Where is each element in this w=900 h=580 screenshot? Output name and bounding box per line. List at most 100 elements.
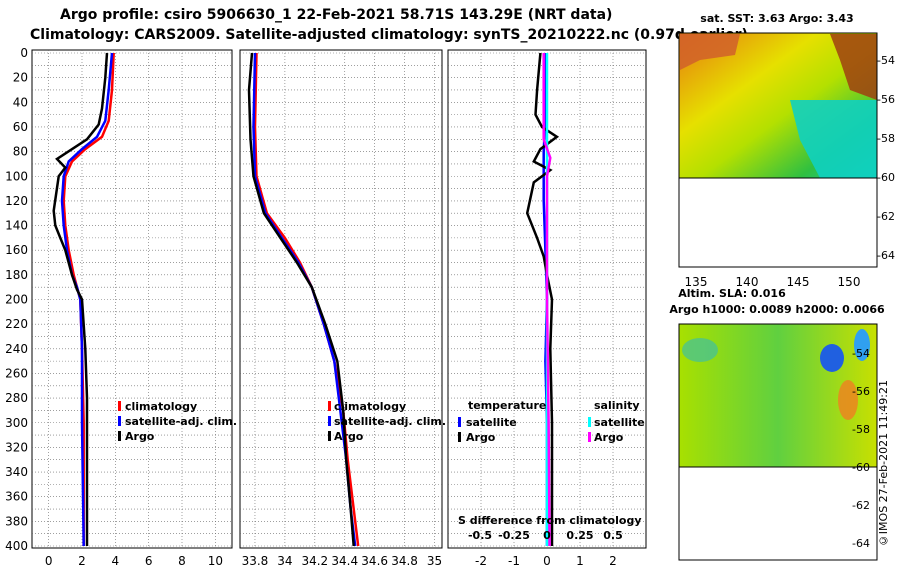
sla-map-frame (678, 323, 878, 561)
y-tick-label: 0 (20, 46, 28, 60)
panel-temperature-frame (31, 49, 233, 549)
legend3-sal-sat-label: satellite (594, 416, 645, 429)
y-tick-label: 400 (5, 539, 28, 553)
sdiff-tick: -0.25 (498, 529, 530, 542)
y-tick-label: 260 (5, 366, 28, 380)
x-tick-label: 2 (609, 554, 617, 568)
panel-salinity-frame (239, 49, 443, 549)
x-tick-label: 34.6 (361, 554, 388, 568)
header-line1: Argo profile: csiro 5906630_1 22-Feb-202… (60, 7, 613, 23)
map-lat-tick: -64 (852, 537, 870, 550)
map-lat-tick: -54 (852, 347, 870, 360)
legend3-sal-argo-swatch (588, 432, 591, 442)
y-tick-label: 20 (13, 71, 28, 85)
y-tick-label: 340 (5, 465, 28, 479)
legend-argo-label: Argo (125, 430, 155, 443)
sst-map-land (678, 177, 878, 268)
x-tick-label: -2 (475, 554, 487, 568)
legend-climatology-swatch (118, 401, 121, 411)
legend2-argo-swatch (328, 431, 331, 441)
sla-high-eddy (838, 380, 858, 420)
y-tick-label: 80 (13, 145, 28, 159)
legend3-temp-argo-swatch (458, 432, 461, 442)
y-tick-label: 140 (5, 219, 28, 233)
y-tick-label: 380 (5, 514, 28, 528)
map-lat-tick: -62 (852, 499, 870, 512)
sla-map-title2: Argo h1000: 0.0089 h2000: 0.0066 (669, 303, 885, 316)
sst-cold-patch (790, 100, 877, 178)
y-tick-label: 200 (5, 293, 28, 307)
y-tick-label: 320 (5, 440, 28, 454)
sst-warm-patch (680, 34, 740, 70)
y-tick-label: 280 (5, 391, 28, 405)
sdiff-tick: 0 (543, 529, 551, 542)
y-tick-label: 100 (5, 169, 28, 183)
map-lat-tick: -58 (877, 132, 895, 145)
legend2-satellite-label: satellite-adj. clim. (334, 415, 446, 428)
map-lat-tick: -56 (877, 93, 895, 106)
map-lon-tick: 140 (736, 275, 759, 289)
y-tick-label: 60 (13, 120, 28, 134)
x-tick-label: 2 (78, 554, 86, 568)
legend2-argo-label: Argo (334, 430, 364, 443)
x-tick-label: 8 (178, 554, 186, 568)
credit-label: ©IMOS 27-Feb-2021 11:49:21 (877, 380, 890, 548)
legend-climatology-label: climatology (125, 400, 197, 413)
sdiff-tick: -0.5 (468, 529, 492, 542)
legend3-temp-sat-label: satellite (466, 416, 517, 429)
map-lat-tick: -64 (877, 249, 895, 262)
x-tick-label: 0 (45, 554, 53, 568)
series-line-temperature-argo (525, 52, 560, 546)
sst-hot-patch (830, 34, 877, 100)
y-tick-label: 160 (5, 243, 28, 257)
legend2-climatology-label: climatology (334, 400, 406, 413)
x-tick-label: 0 (543, 554, 551, 568)
legend3-sal-argo-label: Argo (594, 431, 624, 444)
y-tick-label: 120 (5, 194, 28, 208)
x-tick-label: 6 (145, 554, 153, 568)
x-tick-label: -1 (508, 554, 520, 568)
header-line2: Climatology: CARS2009. Satellite-adjuste… (30, 27, 748, 43)
y-tick-label: 40 (13, 95, 28, 109)
legend3-temp-sat-swatch (458, 417, 461, 427)
legend3-temp-header: temperature (468, 399, 546, 412)
sdiff-tick: 0.5 (603, 529, 623, 542)
sla-low-eddy-2 (854, 329, 870, 361)
y-tick-label: 360 (5, 490, 28, 504)
series-line-argo (52, 52, 109, 546)
map-lat-tick: -56 (852, 385, 870, 398)
sla-map-title1: Altim. SLA: 0.016 (678, 287, 786, 300)
y-tick-label: 220 (5, 317, 28, 331)
legend2-satellite-swatch (328, 416, 331, 426)
x-tick-label: 34.2 (301, 554, 328, 568)
sdiff-label: S difference from climatology (458, 514, 642, 527)
sst-map-frame (678, 32, 878, 268)
y-tick-label: 180 (5, 268, 28, 282)
map-lat-tick: -58 (852, 423, 870, 436)
x-tick-label: 34.4 (331, 554, 358, 568)
legend-argo-swatch (118, 431, 121, 441)
map-lat-tick: -54 (877, 54, 895, 67)
legend2-climatology-swatch (328, 401, 331, 411)
legend-satellite-label: satellite-adj. clim. (125, 415, 237, 428)
x-tick-label: 34 (277, 554, 292, 568)
y-tick-label: 300 (5, 416, 28, 430)
series-line-salinity-argo (542, 53, 552, 547)
legend-temperature: climatology satellite-adj. clim. Argo (118, 400, 237, 443)
map-lon-tick: 150 (838, 275, 861, 289)
legend3-sal-header: salinity (594, 399, 640, 412)
sla-mid-patch (682, 338, 718, 362)
x-tick-label: 33.8 (242, 554, 269, 568)
map-lon-tick: 145 (787, 275, 810, 289)
map-lat-tick: -60 (852, 461, 870, 474)
legend-salinity: climatology satellite-adj. clim. Argo (328, 400, 446, 443)
map-lat-tick: -60 (877, 171, 895, 184)
sst-map-title: sat. SST: 3.63 Argo: 3.43 (700, 12, 853, 25)
x-tick-label: 34.8 (391, 554, 418, 568)
x-tick-label: 35 (427, 554, 442, 568)
legend-satellite-swatch (118, 416, 121, 426)
y-tick-label: 240 (5, 342, 28, 356)
x-tick-label: 1 (576, 554, 584, 568)
legend-difference: temperature salinity satellite Argo sate… (458, 399, 645, 444)
